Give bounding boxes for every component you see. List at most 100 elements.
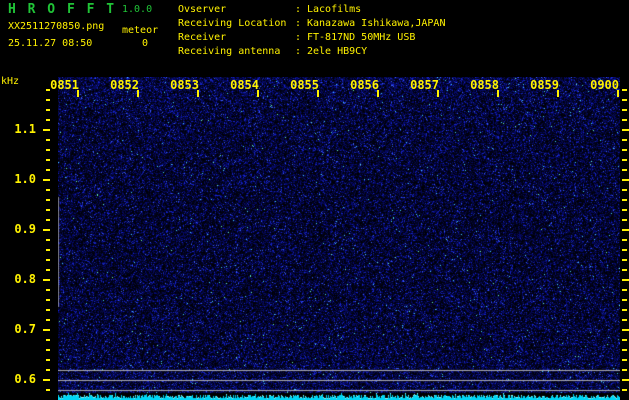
freq-tick-minor-left [46,289,50,291]
time-tick [557,90,559,97]
time-tick [77,90,79,97]
freq-tick-minor-left [46,149,50,151]
time-tick [617,90,619,97]
freq-tick-minor-right [622,119,627,121]
freq-tick-label: 1.1 [14,122,36,136]
freq-tick-minor-right [622,109,627,111]
info-row-separator: : [295,18,308,29]
info-row-label: Ovserver [178,4,227,15]
app-version: 1.0.0 [122,4,153,15]
freq-tick-minor-right [622,149,627,151]
freq-tick-label: 0.6 [14,372,36,386]
freq-tick-minor-left [46,309,50,311]
time-tick-label: 0855 [290,78,319,92]
freq-tick-minor-left [46,209,50,211]
info-row: Receiving antenna: 2ele HB9CY [178,45,445,59]
time-tick [197,90,199,97]
info-row-value: FT-817ND 50MHz USB [307,32,416,43]
freq-tick-minor-right [622,269,627,271]
freq-tick-minor-right [622,389,627,391]
freq-tick-minor-left [46,139,50,141]
freq-tick-minor-left [46,169,50,171]
freq-tick-major-left [43,329,50,331]
freq-tick-minor-left [46,119,50,121]
freq-tick-minor-left [46,259,50,261]
freq-tick-minor-right [622,369,627,371]
freq-tick-major-left [43,129,50,131]
freq-tick-major-left [43,279,50,281]
datetime-label: 25.11.27 08:50 [8,38,93,49]
freq-tick-minor-right [622,159,627,161]
freq-tick-minor-right [622,139,627,141]
freq-tick-minor-right [622,259,627,261]
freq-tick-major-right [622,229,629,231]
freq-tick-minor-left [46,89,50,91]
freq-tick-minor-right [622,209,627,211]
time-tick-label: 0858 [470,78,499,92]
freq-tick-minor-left [46,249,50,251]
freq-tick-minor-left [46,389,50,391]
freq-tick-major-right [622,279,629,281]
freq-tick-minor-left [46,319,50,321]
info-row-label: Receiving antenna [178,46,281,57]
freq-tick-minor-right [622,169,627,171]
time-tick-label: 0854 [230,78,259,92]
info-row-label: Receiver [178,32,227,43]
freq-tick-minor-left [46,159,50,161]
freq-tick-minor-right [622,89,627,91]
freq-tick-major-left [43,229,50,231]
freq-tick-major-right [622,129,629,131]
freq-tick-label: 0.8 [14,272,36,286]
freq-tick-minor-right [622,199,627,201]
info-table: Ovserver: Lacofilms Receiving Location: K… [178,3,445,59]
time-tick [497,90,499,97]
freq-tick-minor-left [46,189,50,191]
freq-tick-minor-left [46,349,50,351]
time-tick-label: 0900 [590,78,619,92]
freq-tick-minor-left [46,299,50,301]
info-row-value: 2ele HB9CY [307,46,368,57]
info-row-value: Kanazawa Ishikawa,JAPAN [307,18,446,29]
time-tick-label: 0852 [110,78,139,92]
freq-tick-minor-right [622,319,627,321]
freq-tick-minor-right [622,219,627,221]
freq-tick-minor-right [622,339,627,341]
meteor-count: 0 [141,38,148,49]
time-tick-label: 0856 [350,78,379,92]
info-row: Receiver: FT-817ND 50MHz USB [178,31,445,45]
spectrogram-canvas [58,77,620,400]
info-row-label: Receiving Location [178,18,287,29]
info-row: Ovserver: Lacofilms [178,3,445,17]
freq-tick-minor-right [622,99,627,101]
freq-tick-minor-right [622,239,627,241]
freq-tick-minor-right [622,359,627,361]
freq-tick-minor-right [622,309,627,311]
time-tick-label: 0859 [530,78,559,92]
freq-tick-major-left [43,379,50,381]
freq-tick-minor-left [46,199,50,201]
app-title: H R O F F T [8,2,117,17]
time-tick-label: 0851 [50,78,79,92]
time-tick-label: 0853 [170,78,199,92]
freq-tick-minor-right [622,349,627,351]
freq-tick-label: 1.0 [14,172,36,186]
time-tick [137,90,139,97]
freq-tick-label: 0.7 [14,322,36,336]
freq-tick-major-right [622,379,629,381]
freq-tick-minor-left [46,99,50,101]
freq-tick-minor-left [46,359,50,361]
time-tick [257,90,259,97]
freq-tick-minor-left [46,369,50,371]
freq-tick-major-right [622,179,629,181]
info-row: Receiving Location: Kanazawa Ishikawa,JA… [178,17,445,31]
time-tick-label: 0857 [410,78,439,92]
freq-tick-minor-right [622,299,627,301]
freq-tick-major-left [43,179,50,181]
freq-tick-minor-right [622,189,627,191]
freq-tick-minor-left [46,109,50,111]
freq-tick-minor-left [46,219,50,221]
freq-tick-major-right [622,329,629,331]
freq-tick-minor-right [622,289,627,291]
time-tick [437,90,439,97]
